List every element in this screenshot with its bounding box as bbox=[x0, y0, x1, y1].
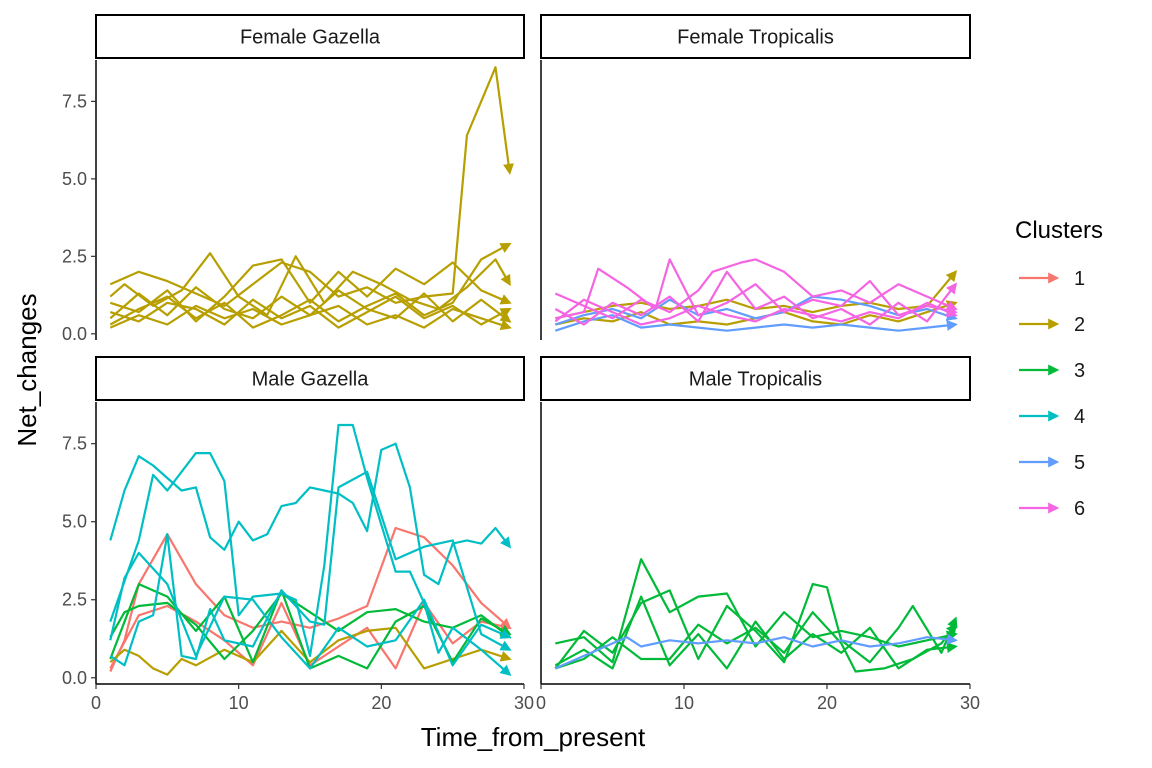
x-tick-label: 30 bbox=[514, 693, 534, 713]
legend-label-1: 1 bbox=[1074, 268, 1085, 290]
x-tick-label: 20 bbox=[817, 693, 837, 713]
x-axis-label: Time_from_present bbox=[421, 722, 646, 752]
x-tick-label: 30 bbox=[960, 693, 980, 713]
facet-title: Male Gazella bbox=[252, 369, 370, 391]
legend-label-2: 2 bbox=[1074, 314, 1085, 336]
y-tick-label: 0.0 bbox=[62, 324, 87, 344]
series-line-cluster-6 bbox=[554, 298, 958, 326]
series-line-cluster-6 bbox=[554, 270, 958, 326]
y-tick-label: 0.0 bbox=[62, 668, 87, 688]
series-line-cluster-2 bbox=[109, 626, 512, 676]
panel: Female Tropicalis bbox=[540, 14, 971, 340]
x-tick-label: 10 bbox=[229, 693, 249, 713]
series-line-cluster-2 bbox=[109, 66, 514, 307]
series-line-cluster-1 bbox=[109, 526, 512, 672]
facet-title: Female Tropicalis bbox=[677, 27, 834, 49]
y-tick-label: 5.0 bbox=[62, 169, 87, 189]
facet-strip bbox=[95, 14, 525, 59]
panels-layer: Female Gazella 0.0 2.5 5.0 7.5 Female Tropica… bbox=[62, 14, 980, 713]
series-line-cluster-6 bbox=[555, 258, 958, 320]
x-tick-label: 0 bbox=[536, 693, 546, 713]
y-tick-label: 5.0 bbox=[62, 512, 87, 532]
series-line-cluster-3 bbox=[554, 595, 958, 670]
series-line-cluster-4 bbox=[109, 423, 512, 677]
x-tick-label: 10 bbox=[674, 693, 694, 713]
series-line-cluster-5 bbox=[554, 633, 958, 670]
y-tick-label: 7.5 bbox=[62, 91, 87, 111]
y-tick-label: 7.5 bbox=[62, 434, 87, 454]
x-tick-label: 0 bbox=[91, 693, 101, 713]
facet-title: Female Gazella bbox=[240, 27, 381, 49]
facet-title: Male Tropicalis bbox=[689, 369, 822, 391]
legend-label-5: 5 bbox=[1074, 452, 1085, 474]
legend: Clusters 1 2 3 4 5 6 bbox=[1015, 217, 1103, 520]
legend-label-3: 3 bbox=[1074, 360, 1085, 382]
y-tick-label: 2.5 bbox=[62, 590, 87, 610]
facet-strip bbox=[540, 356, 971, 401]
x-tick-label: 20 bbox=[371, 693, 391, 713]
series-line-cluster-2 bbox=[109, 252, 511, 317]
panel: Male Tropicalis 0 10 20 30 bbox=[536, 356, 980, 713]
facet-strip bbox=[540, 14, 971, 59]
y-axis-label: Net_changes bbox=[12, 293, 42, 446]
panel: Male Gazella 0.0 2.5 5.0 7.5 0 10 20 30 bbox=[62, 356, 534, 713]
series-line-cluster-2 bbox=[109, 304, 512, 331]
series-line-cluster-4 bbox=[109, 470, 512, 667]
panel: Female Gazella 0.0 2.5 5.0 7.5 bbox=[62, 14, 525, 344]
legend-label-6: 6 bbox=[1074, 498, 1085, 520]
series-line-cluster-5 bbox=[554, 314, 958, 332]
series-line-cluster-4 bbox=[109, 551, 512, 670]
legend-title: Clusters bbox=[1015, 217, 1103, 244]
y-tick-label: 2.5 bbox=[62, 246, 87, 266]
series-line-cluster-2 bbox=[109, 258, 512, 323]
series-line-cluster-4 bbox=[109, 442, 512, 586]
legend-label-4: 4 bbox=[1074, 406, 1085, 428]
facet-strip bbox=[95, 356, 525, 401]
